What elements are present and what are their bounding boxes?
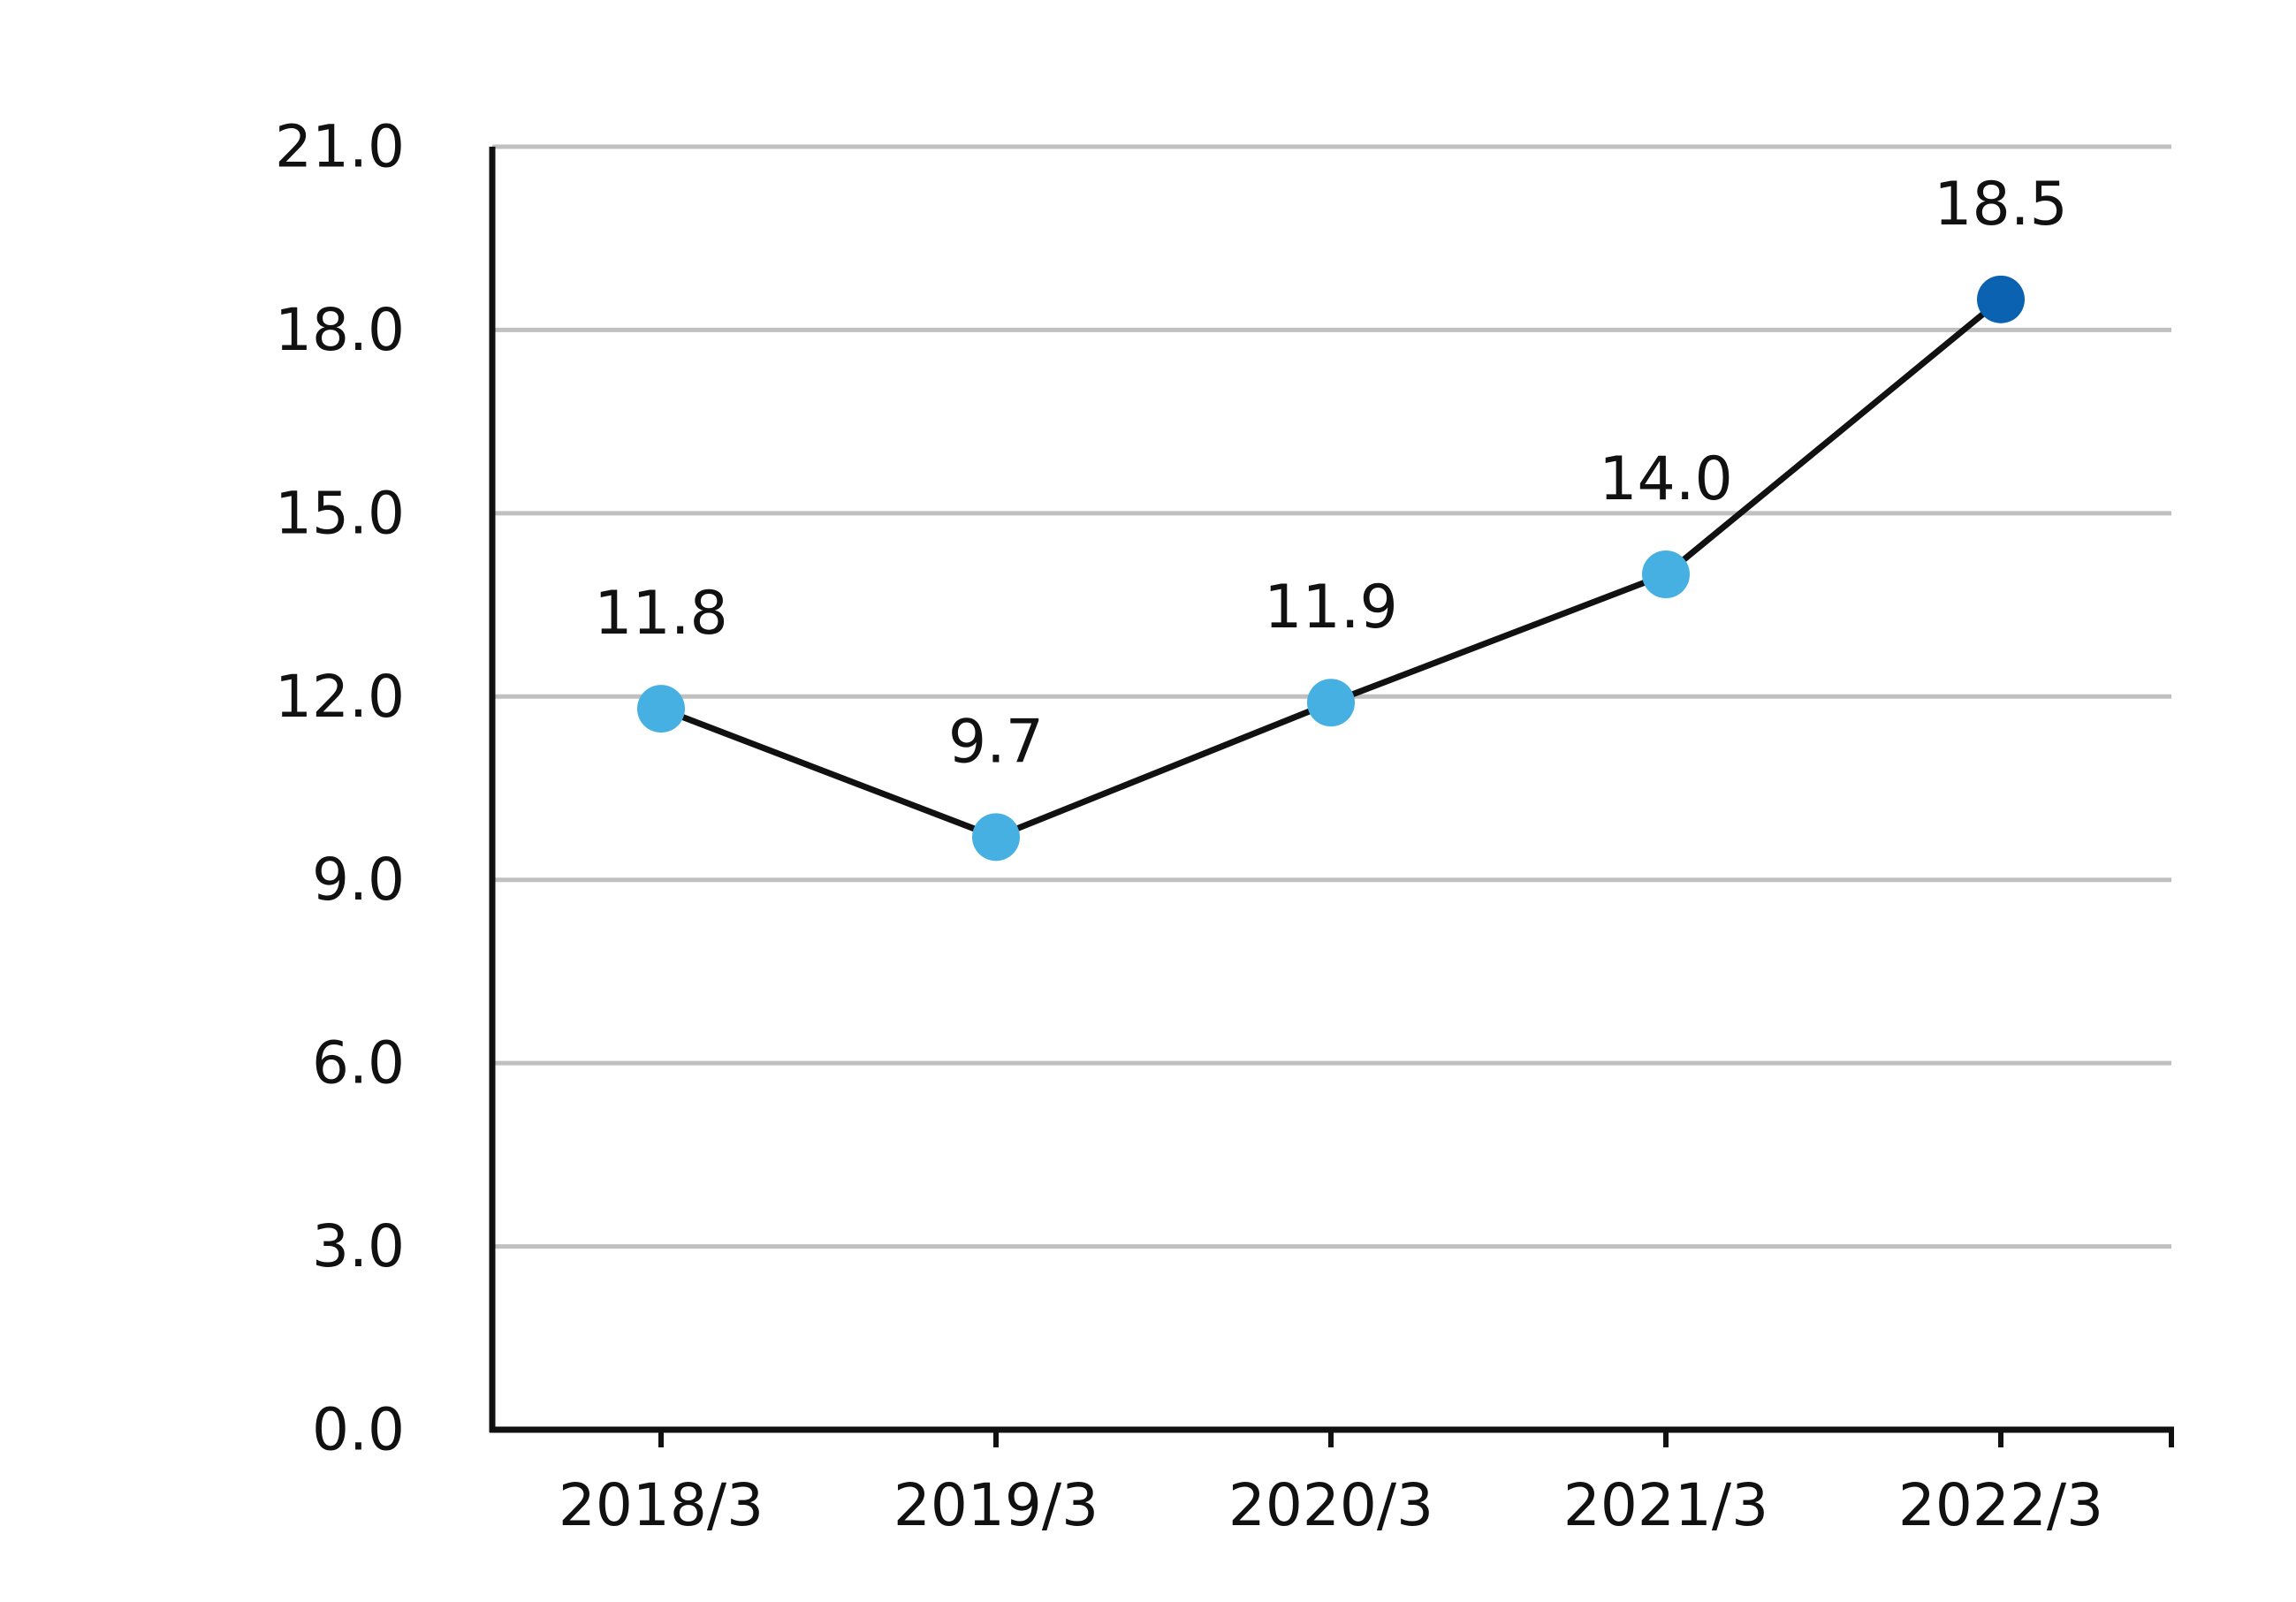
x-tick-label: 2020/3 [1228,1471,1433,1539]
data-label: 18.5 [1934,170,2067,239]
x-tick-label: 2022/3 [1898,1471,2103,1539]
data-label: 11.9 [1264,573,1397,642]
series-line [659,297,2003,840]
y-axis-tick-labels: 0.0 3.0 6.0 9.0 12.0 15.0 18.0 21.0 [275,113,405,1464]
x-tick-label: 2021/3 [1563,1471,1768,1539]
x-axis-tick-labels: 2018/3 2019/3 2020/3 2021/3 2022/3 [559,1471,2103,1539]
data-point [972,813,1020,862]
y-tick-label: 0.0 [312,1396,405,1464]
data-point [1642,550,1690,598]
data-point [1977,275,2025,323]
axes [489,147,2174,1447]
data-label: 9.7 [948,707,1044,777]
data-point [637,685,685,733]
data-label: 11.8 [594,579,727,649]
y-tick-label: 3.0 [312,1212,405,1280]
y-tick-label: 15.0 [275,479,405,547]
data-label: 14.0 [1599,444,1732,514]
y-tick-label: 18.0 [275,296,405,364]
y-tick-label: 21.0 [275,113,405,181]
data-point [1307,679,1355,727]
x-tick-label: 2019/3 [893,1471,1099,1539]
series-polyline [659,297,2003,840]
data-points [637,275,2025,862]
y-tick-label: 12.0 [275,663,405,731]
gridlines [492,144,2171,1249]
y-tick-label: 9.0 [312,846,405,914]
x-tick-label: 2018/3 [559,1471,764,1539]
y-tick-label: 6.0 [312,1029,405,1097]
data-labels: 11.8 9.7 11.9 14.0 18.5 [594,170,2067,777]
